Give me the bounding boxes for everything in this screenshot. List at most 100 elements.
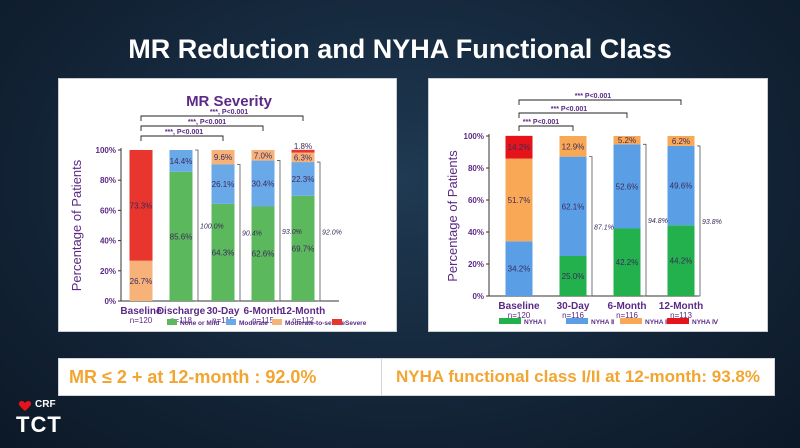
- bar-segment: [129, 150, 153, 261]
- bracket-label: 93.0%: [282, 229, 302, 236]
- significance-line: [518, 125, 574, 131]
- y-axis-label: Percentage of Patients: [445, 150, 460, 282]
- bar-segment: [667, 136, 695, 146]
- bar-data-label: 1.8%: [294, 142, 312, 151]
- y-tick-label: 20%: [100, 267, 116, 276]
- bar-data-label: 5.2%: [618, 136, 636, 145]
- bar-data-label: 7.0%: [254, 151, 272, 160]
- n-label: n=113: [670, 311, 692, 320]
- bar-data-label: 73.3%: [130, 201, 153, 210]
- bar-data-label: 6.2%: [672, 137, 690, 146]
- bar-segment: [559, 156, 587, 256]
- bar-segment: [667, 145, 695, 226]
- n-label: n=115: [252, 316, 274, 325]
- mr-callout-text: MR ≤ 2 + at 12-month : 92.0%: [69, 367, 317, 387]
- bar-data-label: 34.2%: [508, 265, 531, 274]
- significance-label: ***, P<0.001: [210, 109, 248, 116]
- x-tick-label: 12-Month: [659, 301, 703, 312]
- legend-swatch: [167, 319, 177, 325]
- bar-data-label: 62.1%: [562, 202, 585, 211]
- bar-segment: [613, 136, 641, 145]
- mr-severity-panel: MR Severity Percentage of Patients 0% 20% 40…: [58, 78, 397, 332]
- nyha-chart: Percentage of Patients 0% 20% 40% 60% 80% 100%…: [445, 93, 722, 326]
- bracket-line: [237, 164, 241, 302]
- legend-label: NYHA Ⅳ: [692, 318, 719, 326]
- bar-segment: [291, 149, 315, 153]
- bar-segment: [251, 206, 275, 301]
- y-tick-label: 0%: [104, 297, 116, 306]
- bar-segment: [129, 260, 153, 301]
- legend-label: Severe: [345, 320, 367, 327]
- y-axis-label: Percentage of Patients: [69, 159, 84, 291]
- chart-title: MR Severity: [186, 93, 273, 110]
- bar-data-label: 85.6%: [170, 232, 193, 241]
- y-tick-label: 40%: [100, 237, 116, 246]
- bar-segment: [211, 203, 235, 301]
- heart-icon: [18, 400, 32, 411]
- significance-line: [518, 112, 628, 118]
- bracket-label: 94.8%: [648, 218, 668, 225]
- significance-label: *** P<0.001: [575, 93, 611, 100]
- significance-label: ***, P<0.001: [188, 119, 226, 126]
- bar-segment: [251, 150, 275, 161]
- bar-segment: [613, 144, 641, 229]
- legend-label: NYHA Ⅱ: [591, 318, 614, 326]
- bar-data-label: 49.6%: [670, 182, 693, 191]
- x-tick-label: 6-Month: [244, 306, 283, 317]
- significance-label: *** P<0.001: [551, 106, 587, 113]
- bracket-line: [697, 145, 701, 297]
- nyha-panel: Percentage of Patients 0% 20% 40% 60% 80% 100%…: [428, 78, 768, 332]
- x-tick-label: Baseline: [498, 301, 540, 312]
- x-tick-label: 12-Month: [281, 306, 325, 317]
- legend-swatch: [667, 318, 689, 324]
- bracket-line: [277, 160, 281, 302]
- legend-label: NYHA Ⅰ: [524, 318, 546, 326]
- y-tick-label: 0%: [472, 292, 484, 301]
- bar-data-label: 26.7%: [130, 277, 153, 286]
- legend-label: Moderate: [239, 320, 268, 327]
- legend-swatch: [226, 319, 236, 325]
- bar-segment: [559, 256, 587, 296]
- y-tick-label: 40%: [468, 228, 484, 237]
- bar-data-label: 69.7%: [292, 244, 315, 253]
- legend-swatch: [499, 318, 521, 324]
- bracket-label: 93.8%: [702, 219, 722, 226]
- bar-segment: [613, 228, 641, 296]
- n-label: n=116: [616, 311, 638, 320]
- bracket-label: 92.0%: [322, 230, 342, 237]
- bar-data-label: 30.4%: [252, 180, 275, 189]
- bar-segment: [169, 171, 193, 301]
- n-label: n=116: [562, 311, 584, 320]
- legend-swatch: [272, 319, 282, 325]
- x-tick-label: 30-Day: [207, 306, 240, 317]
- bar-segment: [505, 241, 533, 296]
- bar-segment: [505, 158, 533, 242]
- nyha-callout: NYHA functional class I/II at 12-month: …: [381, 358, 775, 396]
- bar-segment: [291, 152, 315, 163]
- bar-data-label: 62.6%: [252, 250, 275, 259]
- bar-data-label: 52.6%: [616, 182, 639, 191]
- n-label: n=115: [212, 316, 234, 325]
- bar-segment: [291, 162, 315, 196]
- y-tick-label: 20%: [468, 260, 484, 269]
- legend-swatch: [620, 318, 642, 324]
- x-tick-label: Baseline: [120, 306, 162, 317]
- bar-data-label: 6.3%: [294, 153, 312, 162]
- bar-data-label: 64.3%: [212, 248, 235, 257]
- mr-severity-chart: MR Severity Percentage of Patients 0% 20% 40…: [69, 93, 367, 327]
- legend-label: None or Mild: [180, 320, 219, 327]
- y-tick-label: 100%: [464, 132, 484, 141]
- y-tick-label: 60%: [468, 196, 484, 205]
- bar-data-label: 14.4%: [170, 157, 193, 166]
- legend-label: NYHA Ⅲ: [645, 318, 670, 326]
- bar-segment: [251, 160, 275, 207]
- significance-label: *** P<0.001: [523, 119, 559, 126]
- bar-data-label: 22.3%: [292, 175, 315, 184]
- x-tick-label: 6-Month: [608, 301, 647, 312]
- bar-data-label: 51.7%: [508, 196, 531, 205]
- bar-data-label: 14.2%: [508, 143, 531, 152]
- bar-segment: [211, 164, 235, 204]
- bar-data-label: 9.6%: [214, 153, 232, 162]
- bracket-line: [317, 161, 321, 302]
- bracket-label: 87.1%: [594, 224, 614, 231]
